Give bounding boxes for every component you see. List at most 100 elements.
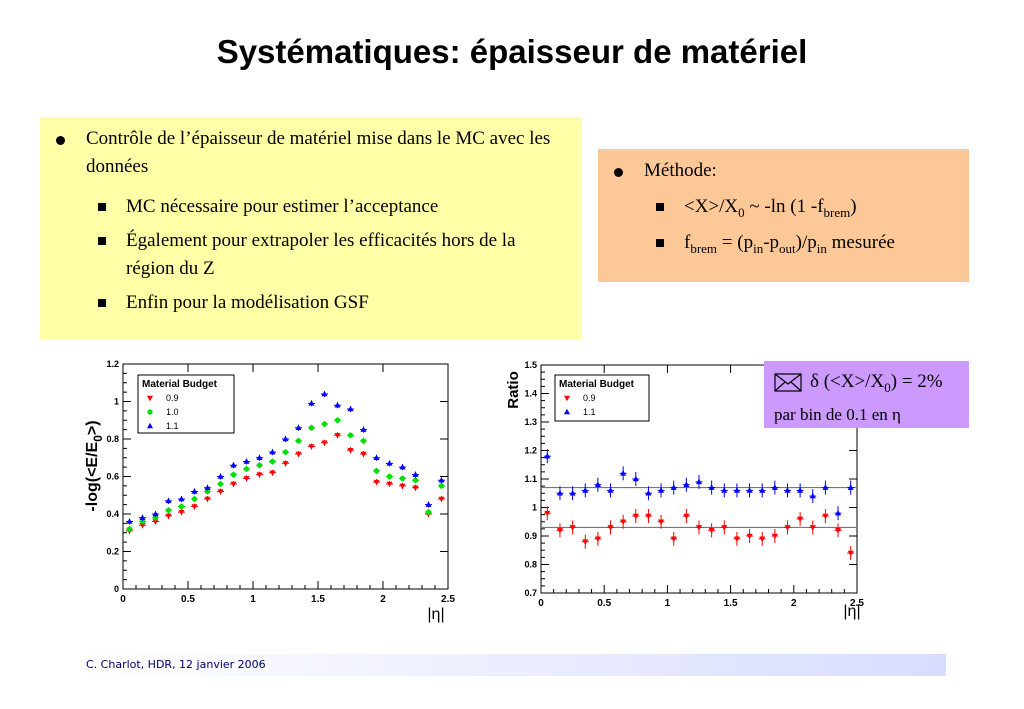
left-info-box: Contrôle de l’épaisseur de matériel mise… (40, 117, 582, 339)
data-point (683, 481, 690, 487)
data-point (847, 484, 854, 490)
data-point (784, 525, 791, 531)
right-info-box: Méthode: <X>/X0 ~ -ln (1 -fbrem) fbrem =… (598, 149, 969, 282)
legend-box (137, 374, 235, 434)
data-point (139, 518, 146, 525)
y-tick-label: 0 (114, 584, 119, 594)
y-tick-label: 1.5 (524, 360, 537, 370)
data-point (256, 454, 263, 461)
data-point (191, 488, 198, 494)
x-tick-label: 2.5 (441, 594, 455, 605)
data-point (544, 452, 551, 459)
data-point (269, 470, 276, 477)
formula-bullet: fbrem = (pin-pout)/pin mesurée (656, 229, 956, 263)
data-point (733, 536, 740, 543)
y-axis-label: Ratio (505, 371, 522, 409)
data-point (733, 487, 740, 493)
data-point (759, 487, 766, 493)
bullet-dot (614, 168, 623, 177)
x-tick-label: 0.5 (597, 598, 611, 609)
data-point (152, 510, 159, 517)
data-point (620, 470, 627, 476)
data-point (607, 525, 614, 531)
data-point (321, 440, 328, 447)
data-point (771, 533, 778, 540)
data-point (746, 533, 753, 540)
data-point (230, 472, 237, 478)
x-tick-label: 0.5 (181, 594, 195, 605)
data-point (282, 435, 289, 442)
data-point (594, 481, 601, 487)
data-point (243, 466, 250, 472)
data-point (809, 492, 816, 499)
x-tick-label: 0 (120, 594, 126, 605)
x-axis-label: |η| (843, 603, 860, 620)
data-point (191, 504, 198, 510)
data-point (321, 390, 328, 397)
data-point (632, 513, 639, 520)
legend-marker (147, 422, 153, 429)
data-point (360, 451, 367, 458)
y-tick-label: 0.9 (524, 531, 537, 541)
data-point (771, 484, 778, 490)
data-point (204, 488, 211, 495)
data-point (822, 513, 829, 520)
data-point (399, 463, 406, 470)
x-axis-label: |η| (427, 606, 444, 623)
data-point (191, 496, 198, 502)
data-point (152, 515, 159, 521)
note-line1: δ (<X>/X0) = 2% (810, 371, 943, 395)
y-tick-label: 1.4 (524, 389, 537, 399)
x-tick-label: 2.5 (850, 598, 864, 609)
data-point (556, 489, 563, 496)
data-point (321, 421, 328, 427)
data-point (594, 536, 601, 543)
data-point (139, 522, 146, 529)
y-tick-label: 0.4 (106, 509, 119, 519)
legend-marker (564, 395, 570, 402)
y-tick-label: 1.3 (524, 417, 537, 427)
sub-bullet-text: MC nécessaire pour estimer l’acceptance (126, 196, 439, 217)
data-point (178, 509, 185, 516)
data-point (295, 451, 302, 458)
data-point (295, 424, 302, 431)
legend-entry: 0.9 (166, 393, 179, 403)
y-tick-label: 1.1 (524, 474, 537, 484)
slide-title: Systématiques: épaisseur de matériel (216, 33, 808, 70)
method-title: Méthode: (644, 160, 717, 181)
y-tick-label: 1.2 (524, 446, 537, 456)
main-bullet-text: Contrôle de l’épaisseur de matériel mise… (86, 128, 551, 177)
data-point (373, 468, 380, 474)
data-point (425, 509, 432, 515)
data-point (822, 484, 829, 490)
chart-energy-loss: 0 0.5 1 1.5 2 2.5 0 0.2 0.4 0.6 0.8 1 1.2 Material B… (84, 359, 455, 623)
data-point (334, 417, 341, 423)
legend-marker (147, 395, 153, 402)
data-point (721, 525, 728, 531)
data-point (670, 484, 677, 490)
data-point (632, 475, 639, 482)
data-point (809, 525, 816, 531)
data-point (217, 489, 224, 495)
sub-bullet: MC nécessaire pour estimer l’acceptance (98, 193, 568, 221)
data-point (204, 496, 211, 503)
data-point (438, 476, 445, 483)
data-point (230, 481, 237, 488)
data-point (165, 497, 172, 504)
bullet-square (98, 299, 106, 307)
footer-text: C. Charlot, HDR, 12 janvier 2006 (86, 658, 266, 671)
data-point (282, 449, 289, 455)
data-point (683, 513, 690, 520)
data-point (412, 477, 419, 483)
data-point (347, 405, 354, 412)
main-bullet: Contrôle de l’épaisseur de matériel mise… (56, 125, 566, 181)
data-point (746, 487, 753, 493)
x-tick-label: 0 (538, 598, 544, 609)
data-point (126, 526, 133, 532)
data-point (847, 550, 854, 557)
data-point (347, 447, 354, 454)
data-point (217, 473, 224, 479)
data-point (645, 489, 652, 496)
data-point (373, 454, 380, 461)
sub-bullet: Enfin pour la modélisation GSF (98, 289, 568, 317)
